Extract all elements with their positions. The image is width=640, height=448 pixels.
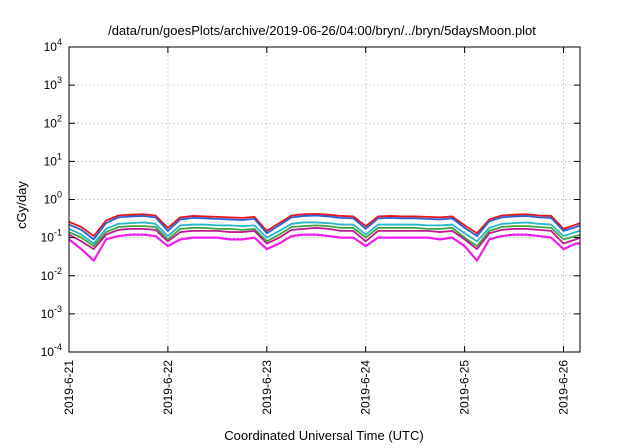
grid: [68, 47, 580, 352]
y-tick-label: 101: [44, 151, 62, 168]
x-tick-label: 2019-6-26: [557, 360, 571, 415]
x-tick-label: 2019-6-22: [161, 360, 175, 415]
x-tick-label: 2019-6-25: [458, 360, 472, 415]
series-line-1: [68, 212, 581, 237]
y-tick-label: 100: [44, 190, 62, 207]
x-tick-label: 2019-6-23: [260, 360, 274, 415]
x-axis: 2019-6-21 2019-6-22 2019-6-23 2019-6-24 2019…: [62, 47, 571, 415]
series-group: [68, 212, 581, 262]
y-tick-label: 10-2: [41, 266, 62, 283]
y-tick-label: 10-1: [41, 228, 62, 245]
series-line-3: [68, 221, 581, 245]
y-tick-label: 10-3: [41, 304, 62, 321]
y-axis-label: cGy/day: [14, 181, 29, 229]
series-line-2: [68, 214, 581, 241]
series-line-6: [68, 233, 580, 262]
y-tick-label: 10-4: [41, 342, 62, 359]
x-tick-label: 2019-6-21: [62, 360, 76, 415]
y-tick-label: 104: [44, 37, 62, 54]
chart-title: /data/run/goesPlots/archive/2019-06-26/0…: [108, 23, 536, 38]
y-tick-label: 103: [44, 75, 62, 92]
y-axis: 10-4 10-3 10-2 10-1 100 101 102 103 104: [41, 37, 580, 359]
y-tick-label: 102: [44, 113, 62, 130]
series-line-5: [68, 226, 581, 251]
x-axis-label: Coordinated Universal Time (UTC): [224, 428, 423, 443]
series-line-4: [68, 224, 581, 247]
x-tick-label: 2019-6-24: [359, 360, 373, 415]
